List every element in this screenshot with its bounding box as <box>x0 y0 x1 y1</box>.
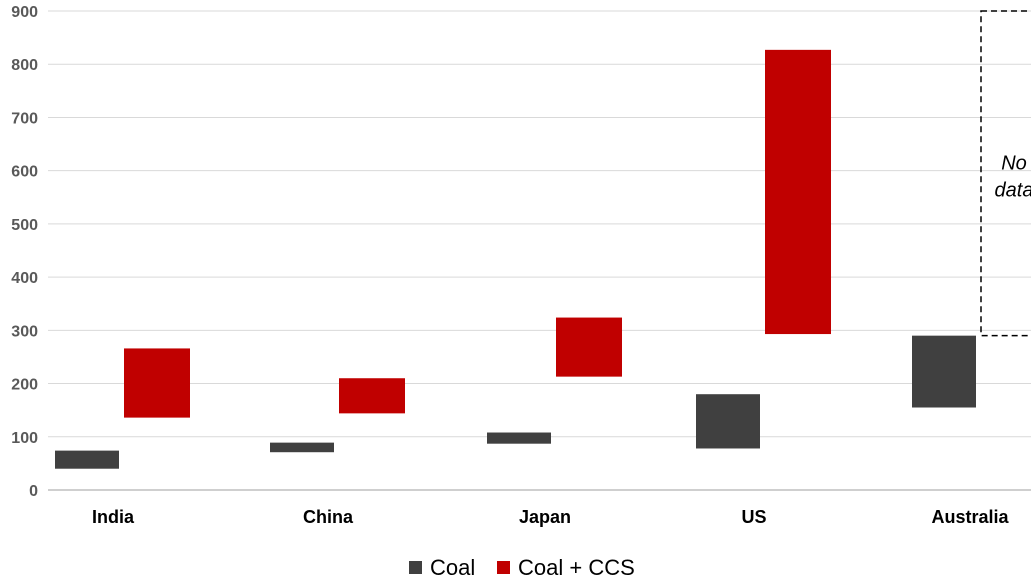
y-tick-label: 900 <box>11 4 38 21</box>
x-axis-categories: India China Japan US Australia <box>92 507 1010 527</box>
x-category-label: China <box>303 507 354 527</box>
no-data-box <box>980 10 1031 337</box>
y-tick-label: 400 <box>11 270 38 287</box>
x-category-label: Japan <box>519 507 571 527</box>
legend-swatch <box>409 561 422 574</box>
y-tick-label: 0 <box>29 483 38 500</box>
no-data-label: No <box>1001 152 1027 174</box>
bar-coal-ccs-us <box>765 49 831 335</box>
bar-coal-ccs-japan <box>556 317 622 377</box>
legend: Coal Coal + CCS <box>409 555 635 580</box>
grid-lines <box>48 10 1031 491</box>
bar-coal-china <box>270 442 334 453</box>
no-data-label: data <box>995 179 1031 201</box>
bar-coal-ccs-china <box>339 378 405 414</box>
y-tick-label: 700 <box>11 110 38 127</box>
y-axis-ticks: 0 100 200 300 400 500 600 700 800 900 <box>11 4 38 500</box>
bar-coal-australia <box>912 335 976 408</box>
bar-coal-japan <box>487 432 551 444</box>
y-tick-label: 300 <box>11 323 38 340</box>
bars <box>55 49 976 469</box>
bar-coal-ccs-india <box>124 348 190 418</box>
bar-coal-us <box>696 394 760 449</box>
legend-label: Coal + CCS <box>518 555 635 580</box>
y-tick-label: 200 <box>11 377 38 394</box>
y-tick-label: 100 <box>11 430 38 447</box>
legend-label: Coal <box>430 555 475 580</box>
y-tick-label: 800 <box>11 57 38 74</box>
x-category-label: India <box>92 507 135 527</box>
y-tick-label: 500 <box>11 217 38 234</box>
x-category-label: Australia <box>931 507 1009 527</box>
annotations: No data <box>980 10 1031 337</box>
legend-swatch <box>497 561 510 574</box>
x-category-label: US <box>741 507 766 527</box>
bar-coal-india <box>55 450 119 469</box>
y-tick-label: 600 <box>11 164 38 181</box>
